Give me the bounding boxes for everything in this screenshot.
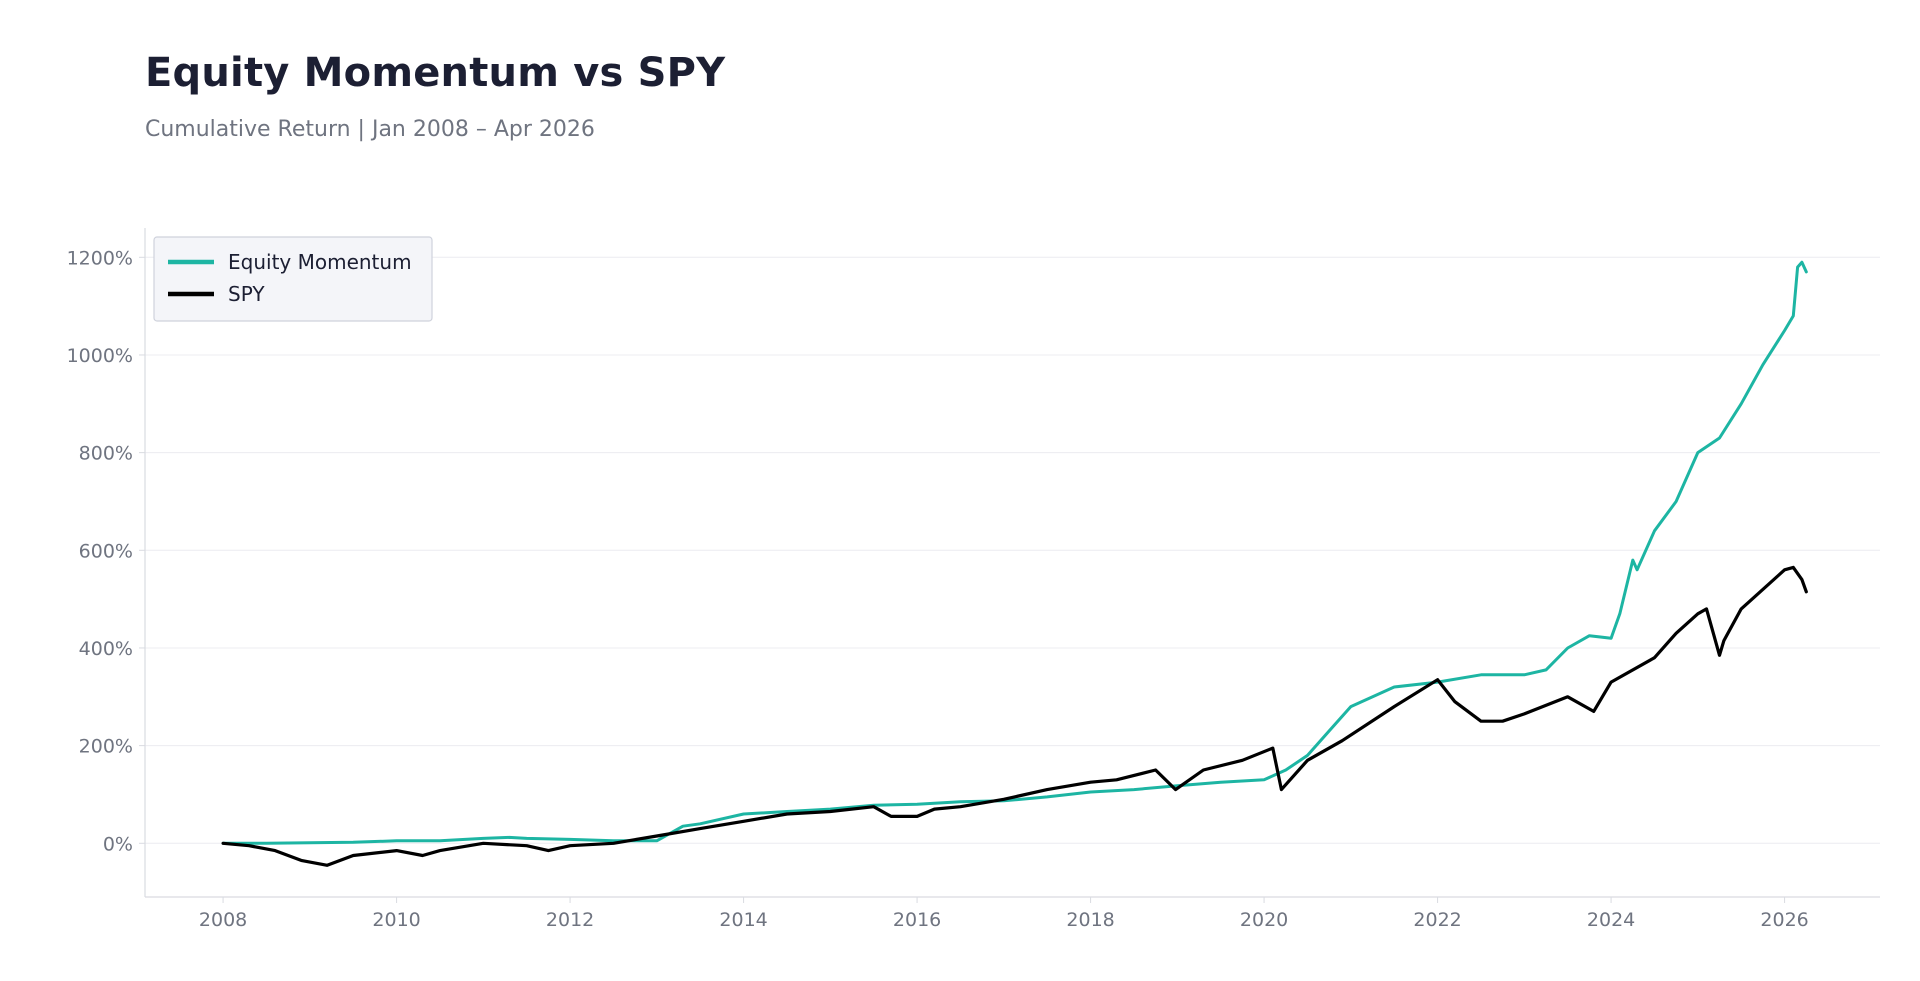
x-tick-label: 2014 — [719, 909, 767, 931]
x-tick-label: 2024 — [1587, 909, 1635, 931]
x-tick-label: 2008 — [199, 909, 247, 931]
x-tick-label: 2020 — [1240, 909, 1288, 931]
y-tick-label: 1200% — [67, 247, 133, 269]
legend: Equity Momentum SPY — [153, 236, 433, 322]
legend-entry-label: SPY — [228, 282, 265, 306]
x-tick-label: 2012 — [546, 909, 594, 931]
legend-box — [153, 236, 433, 322]
y-tick-label: 0% — [103, 833, 133, 855]
series-line-equity-momentum — [221, 260, 1808, 845]
chart-subtitle: Cumulative Return | Jan 2008 – Apr 2026 — [145, 117, 595, 142]
legend-entry-label: Equity Momentum — [228, 250, 412, 274]
series-lines — [221, 260, 1808, 867]
x-tick-label: 2026 — [1760, 909, 1808, 931]
axes: 0% 200% 400% 600% 800% 1000% 1200% 2008 2010 2012… — [67, 228, 1880, 931]
series-line-spy — [221, 565, 1808, 867]
y-tick-label: 800% — [79, 443, 133, 465]
chart-title: Equity Momentum vs SPY — [145, 50, 726, 96]
y-tick-label: 1000% — [67, 345, 133, 367]
y-tick-label: 600% — [79, 540, 133, 562]
x-tick-label: 2010 — [372, 909, 420, 931]
x-tick-label: 2016 — [893, 909, 941, 931]
x-tick-label: 2022 — [1413, 909, 1461, 931]
grid-lines — [145, 256, 1880, 844]
y-tick-label: 400% — [79, 638, 133, 660]
x-tick-label: 2018 — [1066, 909, 1114, 931]
y-tick-label: 200% — [79, 736, 133, 758]
